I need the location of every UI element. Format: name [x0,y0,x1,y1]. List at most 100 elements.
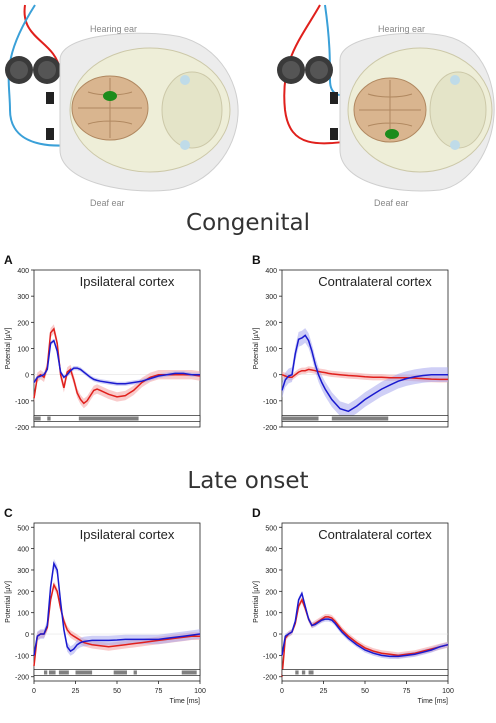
significance-strip [281,669,449,676]
panel-A: A Ipsilateral cortex 400 300 200 100 0 -100 -200… [4,253,201,432]
implant-top [330,92,338,104]
implant-top [46,92,54,104]
y-tick-label: 0 [273,373,277,380]
significance-bar [47,416,51,421]
y-tick-label: 400 [17,268,29,275]
significance-bar [58,670,69,675]
significance-bar [113,670,127,675]
active-region [103,91,117,101]
y-tick-label: 300 [17,294,29,301]
series-band-red [34,581,200,670]
y-tick-label: -200 [263,675,277,682]
y-tick-label: 200 [17,320,29,327]
chart-title: Ipsilateral cortex [80,274,175,289]
x-tick-label: 50 [113,688,121,695]
series-line-red [281,598,449,677]
chart-title: Ipsilateral cortex [80,527,175,542]
y-tick-label: -100 [263,399,277,406]
deaf-ear-label-left: Deaf ear [90,198,125,208]
y-tick-label: 400 [265,547,277,554]
chart-title: Contralateral cortex [318,274,432,289]
significance-bar [34,416,41,421]
y-tick-label: -200 [15,675,29,682]
cable-red [283,4,361,145]
series-line-blue [33,561,201,656]
series-band-blue [282,328,448,419]
x-tick-label: 25 [320,688,328,695]
hearing-ear-label-right: Hearing ear [378,24,426,34]
y-tick-label: 400 [265,268,277,275]
y-tick-label: 200 [265,589,277,596]
significance-bar [75,670,93,675]
panel-letter: C [4,506,13,520]
x-axis-label: Time [ms] [170,698,201,705]
y-tick-label: 200 [17,589,29,596]
y-tick-label: 0 [273,632,277,639]
y-tick-label: 0 [25,632,29,639]
x-tick-label: 75 [403,688,411,695]
x-tick-label: 0 [32,688,36,695]
y-tick-label: 100 [17,347,29,354]
x-tick-label: 50 [361,688,369,695]
y-tick-label: 100 [17,611,29,618]
x-tick-label: 100 [442,688,454,695]
panel-B: B Contralateral cortex 400 300 200 100 0 -100 -2… [252,253,449,432]
y-tick-label: -100 [15,653,29,660]
significance-bar [43,670,48,675]
y-axis-label: Potential [µV] [253,328,260,370]
significance-bar [133,670,137,675]
panel-letter: A [4,253,13,267]
y-axis-label: Potential [µV] [5,328,12,370]
y-tick-label: 100 [265,347,277,354]
illustration-left [5,4,239,192]
significance-bar [301,670,306,675]
y-axis-label: Potential [µV] [253,581,260,623]
y-tick-label: -100 [15,399,29,406]
y-tick-label: -100 [263,653,277,660]
y-tick-label: 100 [265,611,277,618]
y-tick-label: 300 [265,568,277,575]
y-tick-label: 200 [265,320,277,327]
active-region [385,129,399,139]
series-band-red [282,596,448,680]
significance-bar [331,416,389,421]
y-tick-label: 500 [17,525,29,532]
significance-bar [282,416,319,421]
y-tick-label: 400 [17,547,29,554]
implant-bottom [46,128,54,140]
x-axis-label: Time [ms] [418,698,449,705]
series-line-blue [281,591,449,658]
significance-bar [78,416,139,421]
series-line-blue [281,334,448,413]
series-band-blue [34,558,200,661]
y-tick-label: -200 [263,425,277,432]
deaf-ear-label-right: Deaf ear [374,198,409,208]
chart-title: Contralateral cortex [318,527,432,542]
y-tick-label: 300 [17,568,29,575]
x-tick-label: 75 [155,688,163,695]
illustration-right [277,4,495,192]
x-tick-label: 25 [72,688,80,695]
series-line-red [33,582,200,667]
implant-bottom [330,128,338,140]
y-axis-label: Potential [µV] [5,581,12,623]
section-title-congenital: Congenital [186,210,310,236]
plot-frame [33,269,201,428]
panel-letter: B [252,253,261,267]
hearing-ear-label-left: Hearing ear [90,24,138,34]
x-tick-label: 0 [280,688,284,695]
section-title-late-onset: Late onset [187,468,309,494]
significance-bar [295,670,299,675]
significance-bar [48,670,56,675]
series-line-blue [33,339,200,385]
y-tick-label: -200 [15,425,29,432]
plot-frame [281,522,449,682]
panel-letter: D [252,506,261,520]
significance-bar [308,670,314,675]
series-line-red [33,327,201,405]
y-tick-label: 0 [25,373,29,380]
x-tick-label: 100 [194,688,206,695]
significance-bar [181,670,197,675]
